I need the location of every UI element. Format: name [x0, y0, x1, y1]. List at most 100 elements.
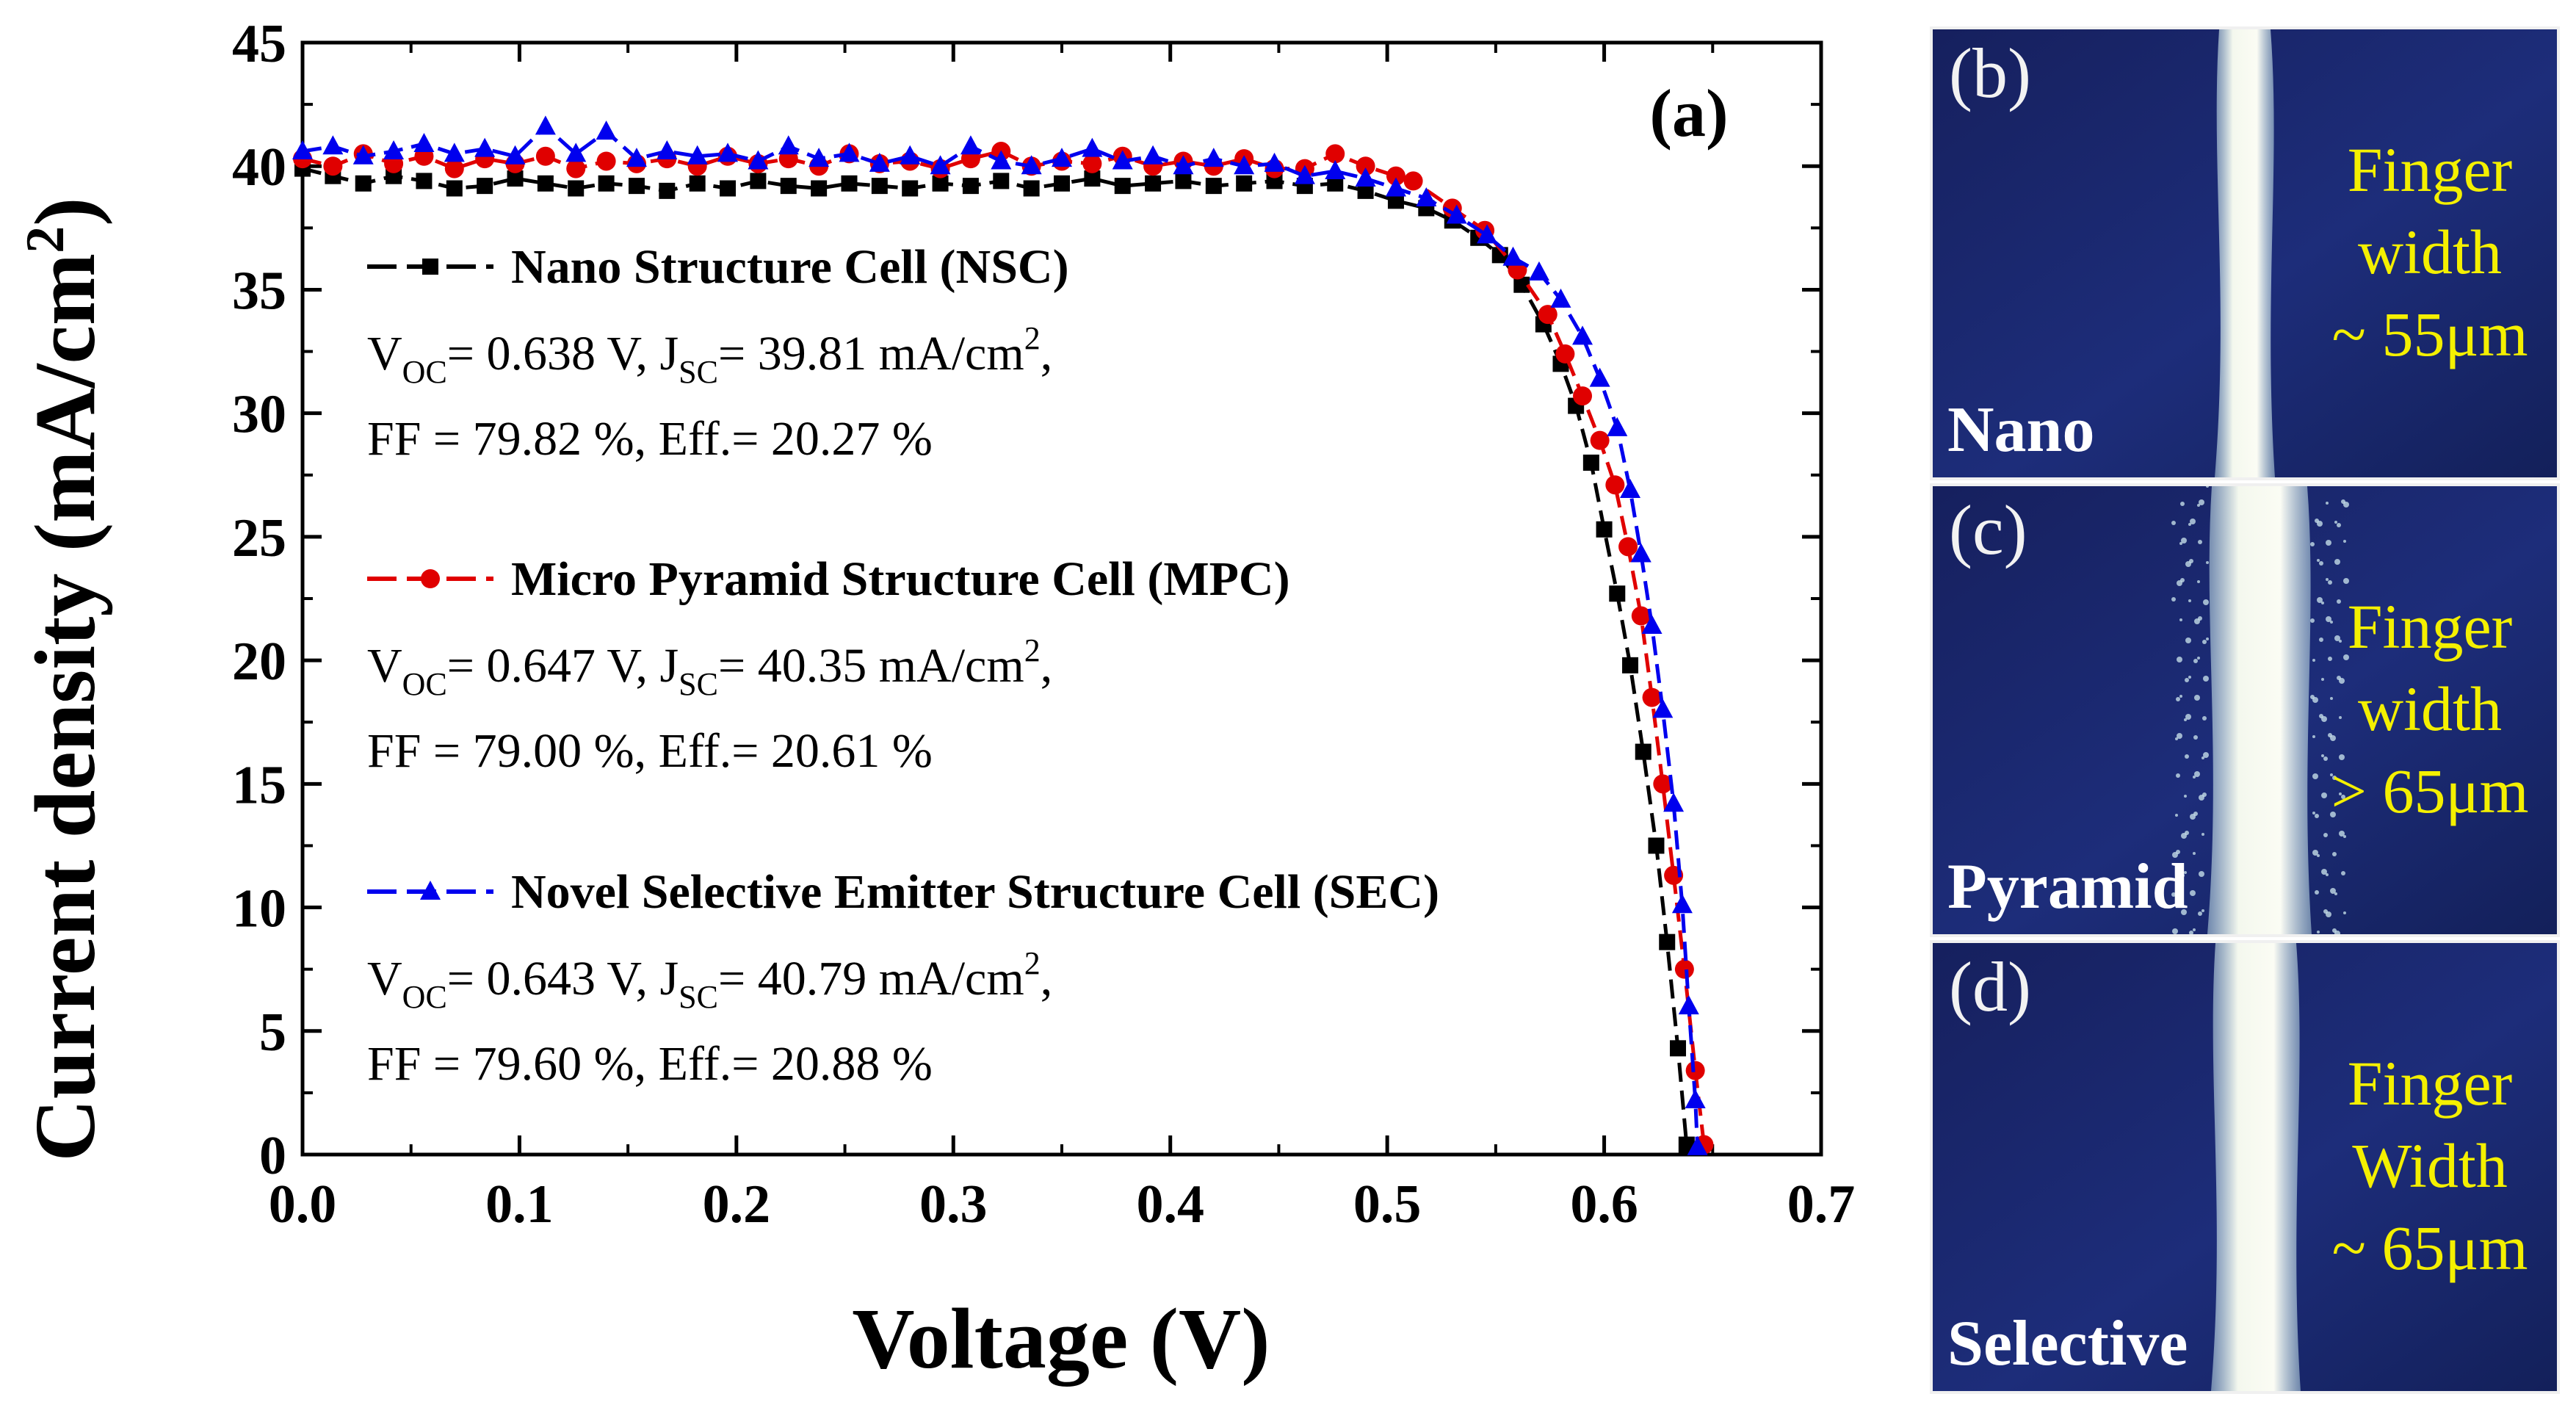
silver-speckle	[2317, 597, 2323, 603]
data-point	[1021, 155, 1042, 175]
silver-speckle	[2189, 931, 2193, 934]
y-tick-label: 10	[232, 879, 286, 939]
metal-finger	[2215, 29, 2275, 477]
silver-speckle	[2339, 792, 2342, 795]
data-point	[1589, 367, 1610, 387]
silver-speckle	[2176, 697, 2180, 701]
silver-speckle	[2203, 752, 2209, 758]
data-point	[960, 135, 981, 155]
silver-speckle	[2198, 540, 2202, 544]
silver-speckle	[2184, 718, 2187, 721]
data-point	[1513, 276, 1530, 293]
silver-speckle	[2339, 716, 2342, 719]
silver-speckle	[2310, 618, 2315, 623]
data-point	[507, 170, 524, 187]
silver-speckle	[2337, 523, 2341, 527]
silver-speckle	[2337, 599, 2341, 604]
silver-speckle	[2319, 714, 2323, 718]
data-point	[322, 135, 344, 155]
micrograph-image	[1933, 943, 2557, 1391]
legend-key-mpc	[367, 569, 493, 588]
caption-line: Finger	[2347, 1048, 2513, 1119]
silver-speckle	[2312, 812, 2315, 815]
data-point	[1084, 170, 1101, 187]
silver-speckle	[2323, 833, 2328, 837]
data-point	[687, 145, 708, 165]
silver-speckle	[2332, 852, 2337, 856]
panel-letter: (b)	[1949, 34, 2031, 112]
texture-label: Pyramid	[1947, 851, 2188, 922]
silver-speckle	[2190, 519, 2196, 524]
micrograph-panel-nano: (b) Nano Finger width ~ 55μm	[1930, 26, 2560, 480]
silver-speckle	[2203, 676, 2209, 682]
data-point	[383, 140, 405, 160]
legend-key-nsc	[367, 259, 493, 275]
silver-speckle	[2343, 540, 2346, 543]
silver-speckle	[2343, 578, 2349, 584]
silver-speckle	[2194, 695, 2200, 701]
data-point	[1674, 959, 1694, 979]
data-point	[1446, 204, 1467, 224]
silver-speckle	[2189, 559, 2193, 563]
legend-label: Novel Selective Emitter Structure Cell (…	[511, 865, 1439, 919]
silver-speckle	[2171, 521, 2176, 525]
data-point	[596, 151, 616, 171]
param-fragment: OC	[402, 979, 447, 1015]
silver-speckle	[2185, 831, 2189, 835]
y-tick-label: 15	[232, 755, 286, 815]
x-tick-label: 0.5	[1353, 1174, 1422, 1235]
legend-label: Nano Structure Cell (NSC)	[511, 240, 1069, 294]
data-point	[444, 142, 465, 162]
silver-speckle	[2317, 931, 2320, 933]
silver-speckle	[2343, 835, 2346, 838]
silver-speckle	[2323, 909, 2328, 914]
param-fragment: = 39.81 mA/cm	[718, 327, 1024, 380]
data-point	[900, 145, 921, 165]
data-point	[504, 145, 526, 165]
y-tick-label: 40	[232, 137, 286, 198]
data-point	[1653, 774, 1673, 794]
data-point	[871, 178, 888, 195]
data-point	[474, 137, 496, 157]
legend-marker	[420, 881, 441, 900]
silver-speckle	[2341, 871, 2345, 875]
y-tick-label: 35	[232, 261, 286, 321]
data-point	[993, 173, 1010, 189]
caption-line: ~ 55μm	[2331, 299, 2528, 369]
data-point	[841, 175, 858, 192]
param-fragment: = 40.35 mA/cm	[718, 639, 1024, 693]
silver-speckle	[2188, 523, 2191, 526]
silver-speckle	[2343, 911, 2346, 914]
silver-speckle	[2185, 678, 2189, 682]
silver-speckle	[2341, 499, 2345, 504]
silver-speckle	[2315, 519, 2319, 523]
chart-legend: Nano Structure Cell (NSC)VOC= 0.638 V, J…	[367, 240, 1439, 1091]
param-line-voc-jsc: VOC= 0.643 V, JSC= 40.79 mA/cm2,	[367, 945, 1052, 1015]
data-point	[1671, 894, 1693, 914]
data-point	[566, 159, 586, 178]
silver-speckle	[2206, 561, 2209, 564]
param-fragment: 2	[1024, 945, 1041, 981]
silver-speckle	[2326, 578, 2329, 581]
silver-speckle	[2199, 499, 2204, 505]
data-point	[535, 146, 555, 166]
silver-speckle	[2185, 754, 2189, 759]
data-point	[1630, 543, 1651, 563]
texture-label: Selective	[1947, 1308, 2188, 1379]
silver-speckle	[2179, 618, 2182, 621]
param-fragment: SC	[679, 354, 718, 390]
silver-speckle	[2176, 850, 2180, 854]
data-point	[355, 175, 372, 192]
silver-speckle	[2179, 695, 2182, 698]
data-point	[1550, 288, 1571, 308]
param-fragment: V	[367, 327, 402, 380]
data-point	[416, 173, 433, 189]
data-point	[689, 175, 706, 192]
data-point	[902, 180, 919, 197]
metal-finger	[2211, 943, 2301, 1391]
data-point	[1685, 1061, 1705, 1080]
param-fragment: OC	[402, 354, 447, 390]
data-point	[1264, 152, 1285, 172]
data-point	[1052, 148, 1072, 167]
silver-speckle	[2326, 873, 2329, 876]
